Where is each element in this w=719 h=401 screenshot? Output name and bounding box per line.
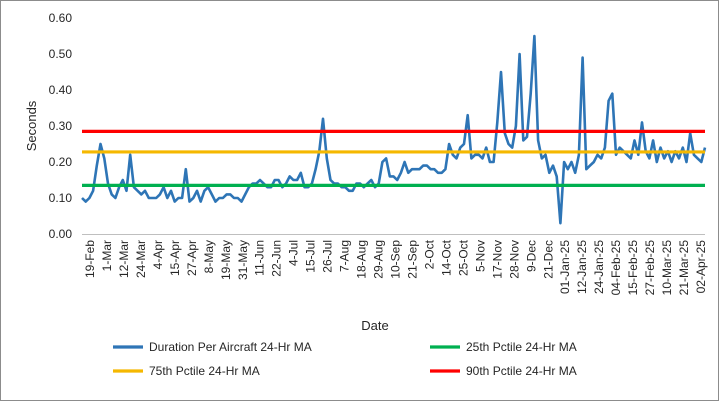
x-tick-label: 21-Dec (541, 240, 555, 279)
plot-area (81, 34, 707, 225)
legend-label: Duration Per Aircraft 24-Hr MA (149, 340, 312, 354)
x-tick-label: 01-Jan-25 (558, 240, 572, 294)
x-tick-label: 24-Jan-25 (592, 240, 606, 294)
x-tick-label: 11-Jun (253, 240, 267, 276)
x-tick-label: 19-May (219, 240, 233, 280)
x-tick-label: 2-Oct (422, 239, 436, 269)
x-tick-label: 18-Aug (355, 240, 369, 279)
y-tick-label: 0.50 (49, 47, 73, 61)
legend: Duration Per Aircraft 24-Hr MA 25th Pctil… (113, 340, 577, 378)
y-tick-label: 0.40 (49, 83, 73, 97)
x-axis-label: Date (361, 318, 388, 333)
legend-label: 25th Pctile 24-Hr MA (466, 340, 577, 354)
legend-label: 75th Pctile 24-Hr MA (149, 364, 260, 378)
x-tick-label: 15-Apr (168, 240, 182, 276)
y-tick-label: 0.60 (49, 11, 73, 25)
x-tick-label: 22-Jun (270, 240, 284, 277)
x-axis-ticks: 19-Feb 1-Mar 12-Mar 24-Mar 4-Apr 15-Apr 27-Apr… (83, 239, 708, 295)
y-tick-label: 0.10 (49, 191, 73, 205)
x-tick-label: 04-Feb-25 (609, 240, 623, 296)
x-tick-label: 17-Nov (490, 240, 504, 279)
x-tick-label: 24-Mar (134, 240, 148, 278)
y-axis-label: Seconds (24, 100, 39, 151)
y-tick-label: 0.30 (49, 119, 73, 133)
legend-label: 90th Pctile 24-Hr MA (466, 364, 577, 378)
x-tick-label: 27-Apr (185, 240, 199, 276)
x-tick-label: 12-Mar (117, 240, 131, 278)
x-tick-label: 26-Jul (321, 240, 335, 273)
y-axis-ticks: 0.00 0.10 0.20 0.30 0.40 0.50 0.60 (49, 11, 73, 241)
x-tick-label: 1-Mar (100, 240, 114, 271)
x-tick-label: 4-Jul (287, 240, 301, 266)
x-tick-label: 31-May (236, 240, 250, 280)
x-tick-label: 12-Jan-25 (575, 240, 589, 294)
x-tick-label: 9-Dec (524, 240, 538, 272)
x-tick-label: 21-Mar-25 (677, 240, 691, 296)
x-tick-label: 15-Feb-25 (626, 240, 640, 296)
x-tick-label: 10-Mar-25 (660, 240, 674, 296)
x-tick-label: 21-Sep (405, 240, 419, 279)
x-tick-label: 29-Aug (372, 240, 386, 279)
x-tick-label: 27-Feb-25 (643, 240, 657, 296)
x-tick-label: 10-Sep (389, 240, 403, 279)
series-duration-per-aircraft-line (81, 34, 707, 225)
x-tick-label: 19-Feb (83, 240, 97, 278)
x-tick-label: 8-May (202, 240, 216, 273)
x-tick-label: 25-Oct (456, 239, 470, 276)
x-tick-label: 14-Oct (439, 239, 453, 276)
x-tick-label: 7-Aug (338, 240, 352, 272)
x-tick-label: 15-Jul (304, 240, 318, 273)
x-tick-label: 4-Apr (151, 240, 165, 269)
x-tick-label: 5-Nov (473, 240, 487, 272)
y-tick-label: 0.00 (49, 227, 73, 241)
x-tick-label: 02-Apr-25 (694, 240, 708, 294)
y-tick-label: 0.20 (49, 155, 73, 169)
x-tick-label: 28-Nov (507, 240, 521, 279)
